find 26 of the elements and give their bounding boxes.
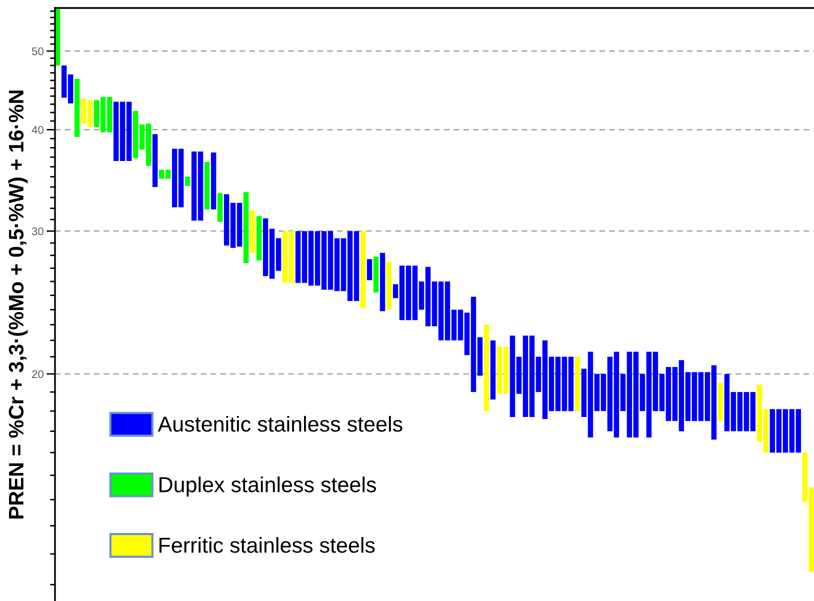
legend-label: Ferritic stainless steels [160, 537, 375, 553]
y-tick-label: 30 [32, 227, 44, 236]
bar [574, 356, 580, 412]
legend-label: Austenitic stainless steels [158, 416, 402, 432]
y-tick-label: 50 [32, 47, 44, 56]
bar [217, 193, 223, 222]
y-tick-label: 40 [32, 126, 44, 134]
bar [256, 216, 262, 260]
bar [484, 324, 490, 412]
bar [210, 152, 216, 210]
y-axis-title: PREN = %Cr + 3,3·(%Mo + 0,5·%W) + 16·%N [8, 90, 28, 518]
bar [386, 262, 392, 310]
bar [366, 259, 372, 280]
bar [490, 340, 496, 400]
bar [243, 192, 249, 264]
bar [250, 210, 256, 253]
bar [373, 256, 379, 293]
bar [360, 231, 366, 308]
bar [184, 176, 190, 186]
bar [204, 162, 210, 210]
legend-label: Duplex stainless steels [160, 476, 376, 497]
y-tick-label: 20 [32, 370, 44, 378]
bar [152, 134, 158, 187]
bar [718, 382, 724, 421]
bar [74, 78, 80, 137]
bar [380, 252, 386, 312]
